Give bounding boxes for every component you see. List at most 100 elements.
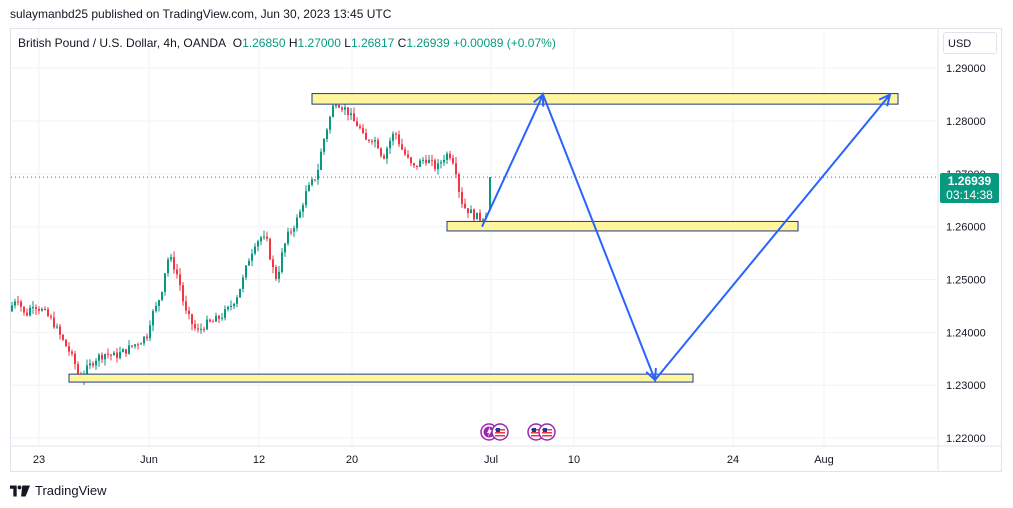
candle-body (215, 315, 217, 322)
candle-body (278, 271, 280, 279)
projection-layer (481, 92, 892, 383)
open-label: O (232, 36, 243, 50)
candle-body (338, 105, 340, 108)
candle-body (407, 154, 409, 158)
candle-body (392, 133, 394, 141)
candle-body (98, 354, 100, 361)
candle-body (260, 237, 262, 242)
candle-body (365, 133, 367, 140)
flag-stripe (495, 435, 505, 437)
candle-body (383, 155, 385, 159)
candle-body (437, 163, 439, 170)
candle-body (335, 105, 337, 107)
candle-body (290, 231, 292, 233)
candle-body (95, 360, 97, 366)
x-tick-label: Jul (484, 454, 498, 466)
currency-button[interactable]: USD (943, 32, 997, 54)
open-value: 1.26850 (242, 36, 286, 50)
candle-body (419, 160, 421, 167)
candle-body (242, 277, 244, 289)
x-tick-label: 24 (727, 454, 739, 466)
candle-body (89, 363, 91, 366)
candle-body (137, 344, 139, 346)
candle-body (29, 307, 31, 316)
flag-stripe (531, 435, 541, 437)
x-tick-label: 20 (346, 454, 358, 466)
middle-support-zone (446, 220, 799, 232)
y-tick-label: 1.26000 (946, 222, 986, 234)
arrowhead-2 (645, 367, 657, 383)
candle-body (479, 212, 481, 221)
candle-body (401, 144, 403, 150)
candle-body (146, 336, 148, 339)
candle-body (185, 301, 187, 311)
symbol-name: British Pound / U.S. Dollar, 4h, OANDA (18, 36, 226, 50)
candle-body (425, 159, 427, 164)
last-candle (489, 177, 491, 210)
candle-body (119, 352, 121, 359)
candle-body (17, 301, 19, 303)
candle-body (167, 259, 169, 274)
candle-body (320, 151, 322, 170)
candle-body (302, 205, 304, 212)
candle-body (308, 184, 310, 192)
candle-body (440, 162, 442, 164)
candle-body (71, 351, 73, 354)
high-label: H (288, 36, 298, 50)
candle-body (311, 179, 313, 185)
last-price-tag: 1.26939 03:14:38 (940, 173, 999, 203)
candle-body (131, 345, 133, 347)
candle-body (188, 310, 190, 315)
candle-body (20, 301, 22, 307)
candle-body (347, 107, 349, 116)
candle-body (65, 339, 67, 347)
candle-body (128, 345, 130, 354)
candle-body (152, 311, 154, 326)
candle-body (293, 228, 295, 232)
low-value: 1.26817 (350, 36, 395, 50)
flag-stripe (542, 432, 552, 434)
candle-body (281, 252, 283, 272)
candle-body (233, 303, 235, 307)
arrowhead-1 (533, 92, 545, 107)
candle-body (476, 212, 478, 220)
candle-body (110, 354, 112, 356)
flag-stripe (495, 432, 505, 434)
candle-body (263, 236, 265, 238)
candle-body (53, 317, 55, 328)
candle-body (191, 314, 193, 325)
candle-body (32, 307, 34, 309)
candle-body (482, 219, 484, 221)
candle-body (317, 169, 319, 180)
candle-body (173, 257, 175, 270)
y-tick-label: 1.24000 (946, 327, 986, 339)
candle-body (245, 265, 247, 278)
candle-body (299, 211, 301, 218)
candle-body (272, 259, 274, 268)
candle-body (314, 179, 316, 181)
flag-canton (532, 428, 536, 432)
candle-body (416, 165, 418, 167)
candle-body (182, 285, 184, 302)
footer-brand[interactable]: TradingView (10, 483, 107, 498)
us-flag-icon (491, 423, 509, 441)
lightning-glyph (487, 427, 492, 437)
candle-body (341, 107, 343, 110)
candle-body (305, 191, 307, 206)
candle-body (251, 253, 253, 261)
candle-body (224, 309, 226, 318)
candle-body (257, 241, 259, 247)
x-tick-label: Jun (140, 454, 158, 466)
candle-body (14, 301, 16, 306)
candle-body (452, 157, 454, 164)
candle-body (77, 364, 79, 377)
candle-body (230, 306, 232, 308)
publisher-line: sulaymanbd25 published on TradingView.co… (10, 7, 392, 21)
candle-body (26, 312, 28, 316)
candle-body (473, 209, 475, 220)
candle-body (329, 116, 331, 130)
candle-body (371, 140, 373, 142)
candle-body (38, 308, 40, 311)
candle-body (296, 217, 298, 229)
